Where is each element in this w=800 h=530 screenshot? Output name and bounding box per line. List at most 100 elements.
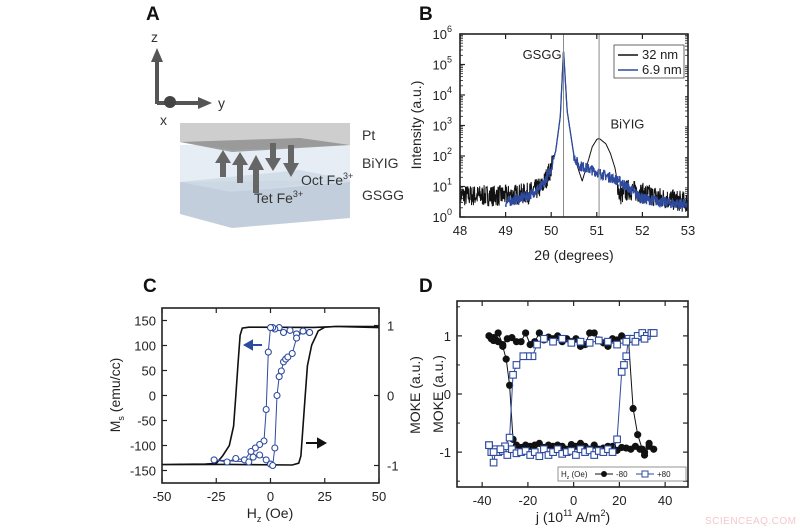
- x-tick-label: 51: [590, 223, 604, 238]
- y-tick-label: 100: [433, 207, 452, 225]
- gsgg-label: GSGG: [362, 187, 404, 203]
- y-tick-exponent: 0: [447, 207, 452, 217]
- x-tick-label: 0: [267, 489, 274, 504]
- y-tick-label: 0: [444, 387, 451, 402]
- moke-data-point: [292, 334, 301, 342]
- d-ylabel: MOKE (a.u.): [430, 355, 446, 433]
- x-tick-label: 53: [681, 223, 695, 238]
- data-point-plus80: [622, 352, 631, 361]
- data-point-plus80: [613, 340, 621, 349]
- moke-data-point: [277, 367, 285, 375]
- y-tick-label: -100: [130, 439, 156, 454]
- moke-data-point: [271, 444, 279, 452]
- right-axis-arrow-icon: [306, 437, 328, 449]
- data-point-plus80: [489, 448, 498, 456]
- moke-data-point: [232, 454, 240, 463]
- data-point-plus80: [608, 448, 617, 456]
- y-tick-exponent: 5: [447, 55, 452, 65]
- x-tick-label: 50: [372, 489, 386, 504]
- data-point-plus80: [485, 441, 493, 450]
- moke-data-point: [273, 391, 281, 400]
- panel-label-d: D: [419, 276, 433, 297]
- data-point-plus80: [503, 451, 512, 459]
- moke-data-point: [262, 456, 270, 464]
- x-tick-label: -50: [153, 489, 172, 504]
- x-tick-label: 40: [658, 493, 672, 508]
- y-tick-exponent: 4: [447, 85, 452, 95]
- data-point-plus80: [533, 340, 541, 349]
- x-tick-label: 50: [544, 223, 558, 238]
- tet-fe-label: Tet Fe3+: [254, 189, 303, 206]
- x-tick-label: -25: [207, 489, 226, 504]
- data-point-minus80: [502, 355, 510, 363]
- data-point-plus80: [535, 452, 544, 461]
- data-point-plus80: [604, 337, 612, 346]
- data-point-plus80: [631, 337, 640, 346]
- y-tick-exponent: 2: [447, 146, 452, 156]
- data-point-plus80: [519, 352, 528, 361]
- legend: Hz (Oe) -80 +80: [557, 466, 687, 482]
- x-tick-label: 49: [498, 223, 512, 238]
- layer-stack-diagram: z y x Pt BiYIG GSGG Oct Fe3+ Tet Fe3+: [151, 29, 404, 228]
- data-point-plus80: [590, 451, 599, 459]
- data-point-plus80: [585, 338, 594, 347]
- ms-loop-line: [161, 325, 380, 466]
- c-xlabel: j (10Hz (Oe): [247, 505, 294, 524]
- moke-data-point: [264, 348, 272, 356]
- legend-title: Hz (Oe): [561, 470, 588, 481]
- moke-data-point: [299, 327, 307, 335]
- axis-z-label: z: [151, 29, 158, 45]
- legend-label: 6.9 nm: [642, 62, 682, 77]
- moke-data-point: [249, 453, 257, 461]
- data-point-minus80: [567, 440, 575, 449]
- data-point-plus80: [540, 334, 548, 343]
- y-tick-label: -150: [130, 464, 156, 479]
- series-line-69nm: [504, 51, 689, 210]
- data-point-minus80: [650, 445, 658, 453]
- x-tick-label: 20: [612, 493, 626, 508]
- c-ylabel-right: MOKE (a.u.): [407, 356, 423, 434]
- data-point-minus80: [499, 342, 507, 350]
- axis-x-label: x: [160, 112, 167, 128]
- plot-frame: [161, 307, 380, 484]
- data-point-minus80: [645, 439, 653, 448]
- panel-label-a: A: [146, 4, 160, 25]
- data-point-plus80: [512, 361, 521, 369]
- data-point-plus80: [530, 448, 539, 456]
- moke-data-point: [262, 405, 270, 414]
- x-tick-label: 48: [453, 223, 467, 238]
- y-tick-label: -50: [137, 414, 156, 429]
- x-tick-label: 0: [570, 493, 577, 508]
- oct-fe-label: Oct Fe3+: [301, 171, 353, 188]
- data-point-minus80: [535, 329, 543, 337]
- y-tick-label: -1: [439, 445, 451, 460]
- legend-swatch-square: [641, 470, 649, 478]
- data-point-plus80: [613, 435, 621, 444]
- moke-data-point: [266, 324, 275, 332]
- data-point-minus80: [494, 329, 502, 337]
- legend-label: -80: [616, 470, 628, 479]
- y-tick-exponent: 6: [447, 24, 452, 34]
- data-point-plus80: [496, 445, 505, 454]
- data-point-plus80: [617, 368, 626, 376]
- data-point-minus80: [517, 338, 525, 346]
- data-point-minus80: [634, 431, 642, 439]
- c-ylabel: Ms (emu/cc): [107, 358, 126, 433]
- xrd-chart: 48 49 50 51 52 53100101102103104105106GSGGBiY…: [433, 24, 696, 238]
- y-tick-exponent: 1: [447, 177, 452, 187]
- y-tick-label: 100: [134, 339, 156, 354]
- data-point-plus80: [489, 458, 498, 467]
- y-tick-label: 105: [433, 55, 452, 73]
- moke-data-point: [210, 456, 218, 464]
- data-point-minus80: [485, 332, 493, 340]
- y-tick-label: 103: [433, 116, 452, 134]
- panel-label-b: B: [419, 4, 433, 25]
- y-tick-label: 150: [134, 314, 156, 329]
- left-axis-arrow-icon: [242, 339, 262, 351]
- y-tick-label: 50: [142, 364, 156, 379]
- y-tick-label: 106: [433, 24, 452, 42]
- panel-label-c: C: [143, 276, 157, 297]
- gsgg-layer: [180, 180, 350, 228]
- moke-data-point: [279, 328, 288, 337]
